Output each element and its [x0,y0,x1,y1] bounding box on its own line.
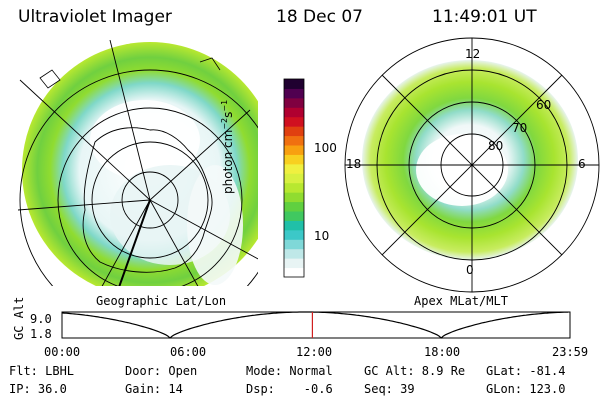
colorbar-swatch [284,258,304,269]
colorbar-swatch [284,248,304,259]
colorbar-unit-label: photon cm−2s−1 [220,99,235,194]
colorbar-swatch [284,88,304,99]
colorbar-swatch [284,145,304,155]
colorbar-swatch [284,154,304,165]
colorbar-swatch [284,267,304,278]
colorbar [284,79,304,278]
magnetic-map [344,37,600,293]
seq-status: Seq: 39 [364,382,415,396]
colorbar-swatch [284,116,304,127]
x-tick-0000: 00:00 [44,345,81,359]
colorbar-swatch [284,135,304,146]
colorbar-swatch [284,229,304,240]
mlat-70-label: 70 [512,121,528,135]
instrument-title: Ultraviolet Imager [18,7,172,27]
right-panel-label: Apex MLat/MLT [414,294,508,308]
geographic-map [18,40,258,286]
dsp-status: Dsp: -0.6 [246,382,333,396]
glon-status: GLon: 123.0 [486,382,566,396]
door-status: Door: Open [125,364,198,378]
mlat-80-label: 80 [488,139,504,153]
x-tick-0600: 06:00 [170,345,207,359]
mlt-18-label: 18 [346,157,362,171]
colorbar-swatch [284,126,304,137]
time-label: 11:49:01 UT [432,7,537,27]
ip-status: IP: 36.0 [9,382,67,396]
alt-axis-label: GC Alt [12,296,26,340]
mlt-12-label: 12 [465,47,481,61]
colorbar-swatch [284,163,304,174]
date-label: 18 Dec 07 [276,7,363,27]
colorbar-swatch [284,220,304,231]
colorbar-swatch [284,201,304,212]
filter-status: Flt: LBHL [9,364,75,378]
orbit-altitude-curve [61,311,569,339]
gc-alt-status: GC Alt: 8.9 Re [364,364,466,378]
mlat-60-label: 60 [536,98,552,112]
colorbar-swatch [284,107,304,118]
colorbar-tick-100: 100 [314,141,337,155]
colorbar-swatch [284,79,304,89]
x-tick-1800: 18:00 [424,345,461,359]
colorbar-swatch [284,182,304,193]
x-tick-2359: 23:59 [552,345,589,359]
mlt-6-label: 6 [578,157,586,171]
colorbar-swatch [284,192,304,203]
left-panel-label: Geographic Lat/Lon [96,294,227,308]
colorbar-swatch [284,239,304,250]
gain-status: Gain: 14 [125,382,183,396]
mlt-0-label: 0 [466,263,474,277]
colorbar-swatch [284,97,304,108]
mode-status: Mode: Normal [246,364,333,378]
colorbar-swatch [284,173,304,184]
altitude-timeline [61,311,571,339]
alt-max-label: 9.0 [30,312,52,326]
alt-min-label: 1.8 [30,327,52,341]
glat-status: GLat: -81.4 [486,364,566,378]
colorbar-swatch [284,211,304,221]
colorbar-tick-10: 10 [314,229,330,243]
x-tick-1200: 12:00 [296,345,333,359]
